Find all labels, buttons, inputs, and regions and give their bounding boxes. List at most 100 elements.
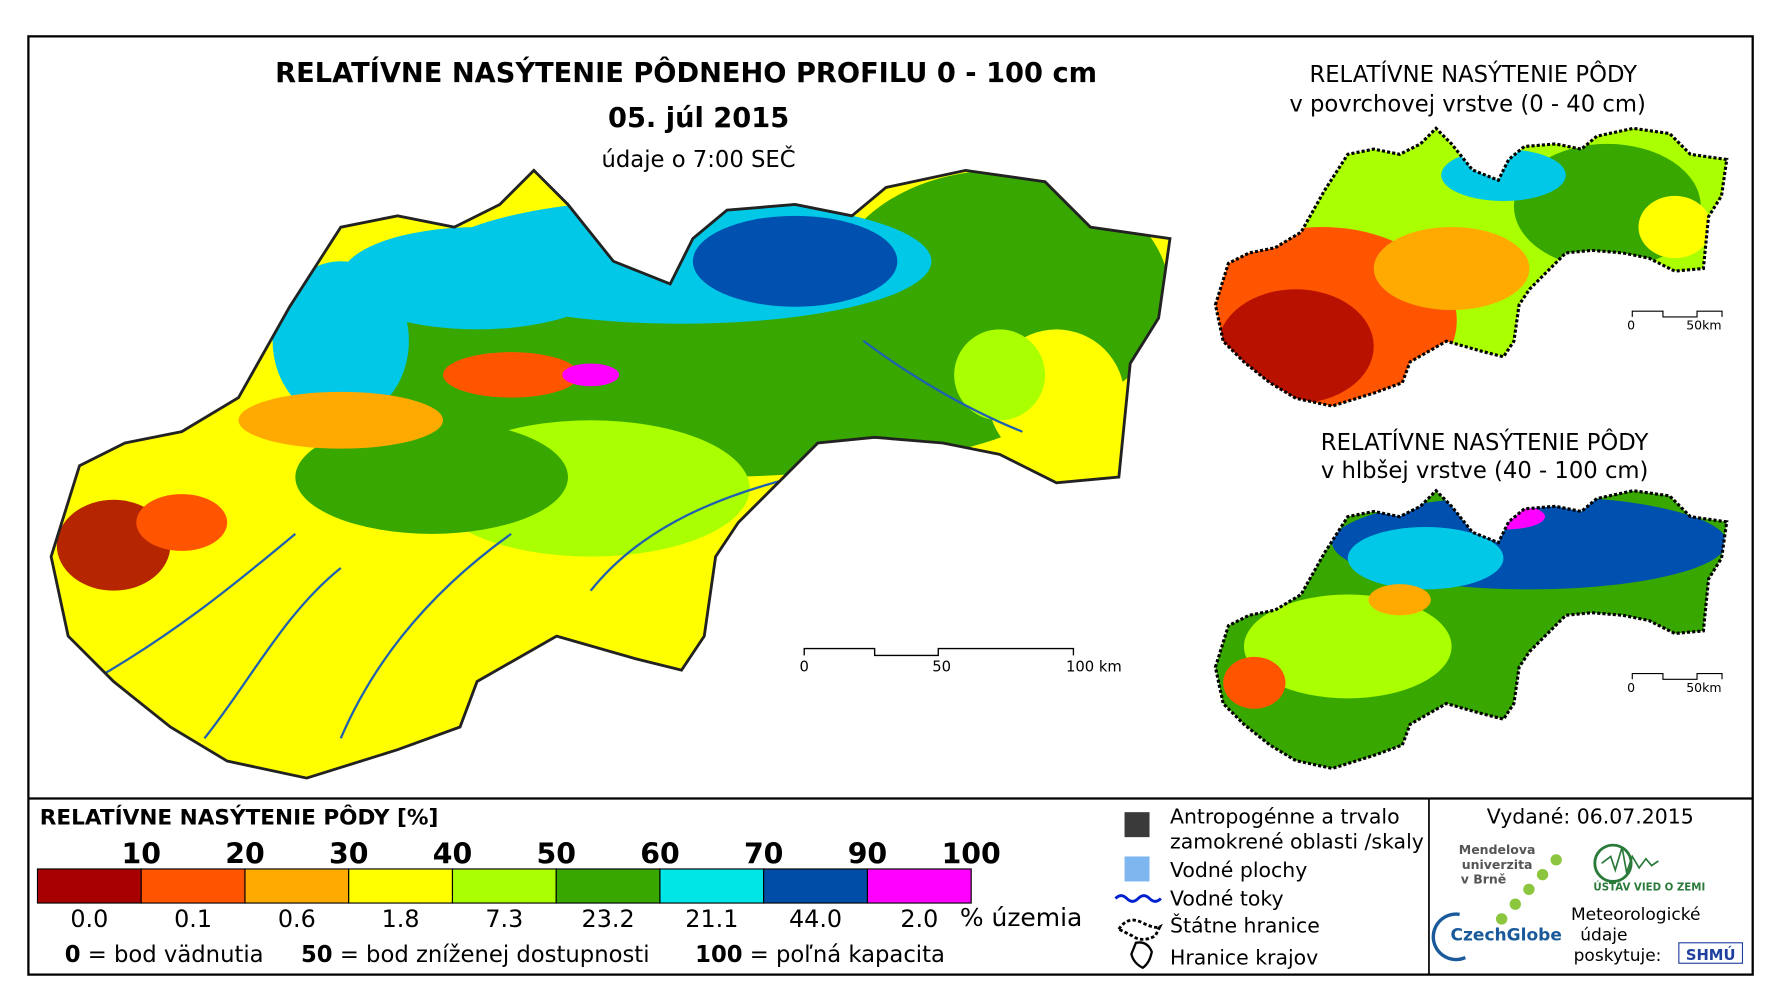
legend-break: 20 (225, 837, 265, 870)
note-text: = bod vädnutia (88, 942, 264, 968)
logo-text: Meteorologické (1571, 905, 1700, 925)
legend-break: 10 (121, 837, 161, 870)
symbol-label: Vodné toky (1170, 886, 1284, 910)
legend: 0.0 0.1 0.6 1.8 7.3 23.2 21.1 44.0 2.0 10 20 30 40 50… (36, 837, 1001, 933)
note-number: 50 (301, 942, 333, 968)
main-scale-bar: 0 50 100 km (800, 647, 1122, 675)
legend-share: 23.2 (582, 905, 635, 933)
logo-text: Mendelova (1459, 842, 1536, 857)
logo-text: ÚSTAV VIED O ZEMI (1593, 881, 1705, 894)
note-number: 0 (65, 942, 81, 968)
legend-share: 0.6 (278, 905, 316, 933)
map-circle (1523, 883, 1535, 896)
map-ellipse (340, 227, 614, 330)
map-circle (1593, 843, 1633, 883)
map-ellipse (443, 352, 580, 398)
map-ellipse (1638, 195, 1712, 259)
map-rect (1124, 856, 1150, 882)
inset-title: RELATÍVNE NASÝTENIE PÔDY (1321, 428, 1649, 456)
legend-share: 21.1 (685, 905, 738, 933)
legend-break: 70 (744, 837, 784, 870)
legend-swatch (555, 868, 661, 904)
inset-subtitle: v povrchovej vrstve (0 - 40 cm) (1289, 91, 1646, 117)
inset-subtitle: v hlbšej vrstve (40 - 100 cm) (1321, 458, 1649, 484)
map-circle (1536, 868, 1549, 881)
map-ellipse (295, 420, 568, 534)
symbol-label: Štátne hranice (1170, 913, 1320, 938)
logos: Mendelova univerzita v Brně CzechGlobe Ú… (1431, 842, 1744, 966)
map-ellipse (136, 494, 228, 551)
note-text: = poľná kapacita (750, 942, 945, 968)
map-path (1116, 918, 1163, 941)
legend-swatch (451, 868, 557, 904)
symbol-legend: Antropogénne a trvalo zamokrené oblasti … (1114, 805, 1424, 970)
map-ellipse (1347, 527, 1504, 590)
inset-scale-bar: 0 50km (1627, 673, 1723, 695)
legend-break: 40 (433, 837, 473, 870)
scale-label: 50km (1686, 317, 1721, 332)
scale-label: 0 (800, 658, 809, 675)
legend-note: 0 = bod vädnutia (65, 942, 264, 968)
legend-swatch (36, 868, 142, 904)
inset-scale-bar: 0 50km (1627, 310, 1723, 332)
legend-share: 0.1 (174, 905, 212, 933)
map-date: 05. júl 2015 (608, 103, 789, 134)
map-path (1601, 847, 1659, 876)
logo-text: poskytuje: (1574, 946, 1662, 966)
legend-share: 0.0 (70, 905, 108, 933)
map-ellipse (692, 215, 898, 307)
legend-swatch (140, 868, 246, 904)
scale-label: 0 (1627, 317, 1635, 332)
legend-break: 90 (848, 837, 888, 870)
note-number: 100 (695, 942, 742, 968)
legend-break: 100 (942, 837, 1001, 870)
legend-share: 2.0 (900, 905, 938, 933)
logo-text: univerzita (1462, 857, 1533, 872)
symbol-label: zamokrené oblasti /skaly (1170, 830, 1424, 854)
map-ellipse (272, 261, 409, 421)
scale-label: 50 (932, 658, 951, 675)
map-circle (1550, 854, 1562, 866)
map-path (803, 647, 1075, 657)
legend-swatch (866, 868, 972, 904)
map-path (1431, 912, 1467, 962)
symbol-label: Antropogénne a trvalo (1170, 805, 1400, 829)
legend-swatch (348, 868, 454, 904)
map-circle (1509, 898, 1521, 910)
map-rect (1678, 942, 1744, 964)
issued-date: Vydané: 06.07.2015 (1487, 805, 1694, 829)
map-ellipse (562, 363, 620, 387)
legend-unit: % územia (960, 903, 1083, 932)
map-path (90, 339, 1023, 740)
logo-text: údaje (1580, 926, 1627, 946)
map-rect (1124, 812, 1150, 838)
logo-text: CzechGlobe (1451, 926, 1562, 946)
map-ellipse (1243, 594, 1452, 699)
map-ellipse (1223, 656, 1286, 709)
legend-title: RELATÍVNE NASÝTENIE PÔDY [%] (40, 805, 439, 831)
logo-text: SHMÚ (1686, 946, 1736, 964)
symbol-label: Vodné plochy (1170, 858, 1307, 882)
legend-share: 44.0 (789, 905, 842, 933)
legend-note: 100 = poľná kapacita (695, 942, 945, 968)
scale-label: 100 km (1066, 658, 1122, 675)
map-ellipse (1373, 226, 1530, 311)
map-path (1130, 941, 1153, 970)
scale-label: 50km (1686, 680, 1721, 695)
symbol-label: Hranice krajov (1170, 945, 1318, 969)
legend-swatch (244, 868, 350, 904)
inset-title: RELATÍVNE NASÝTENIE PÔDY (1309, 60, 1637, 88)
legend-swatch (659, 868, 765, 904)
note-text: = bod zníženej dostupnosti (340, 942, 650, 968)
map-path (1631, 673, 1723, 680)
map-path (1114, 894, 1162, 903)
legend-break: 50 (536, 837, 576, 870)
map-ellipse (954, 329, 1046, 421)
map-ellipse (238, 391, 443, 449)
legend-share: 1.8 (382, 905, 420, 933)
map-ellipse (1368, 584, 1431, 616)
map-time: údaje o 7:00 SEČ (602, 145, 796, 173)
logo-text: v Brně (1461, 872, 1507, 887)
legend-share: 7.3 (485, 905, 523, 933)
